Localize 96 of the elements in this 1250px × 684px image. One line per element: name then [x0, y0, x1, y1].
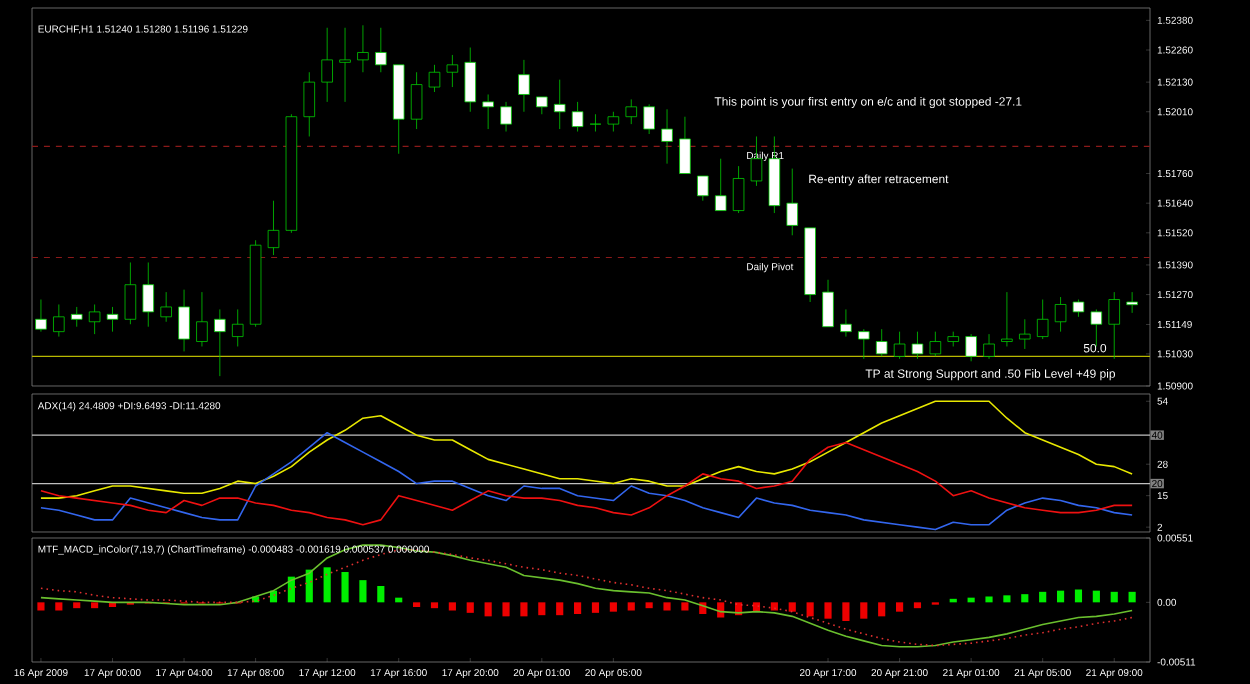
candlestick — [1036, 299, 1049, 340]
bar — [37, 602, 45, 611]
bar — [681, 602, 689, 611]
bar — [323, 567, 331, 603]
candlestick — [893, 331, 906, 360]
candlestick — [446, 54, 459, 88]
bar — [484, 602, 492, 617]
bar — [1056, 590, 1065, 603]
candlestick — [500, 101, 512, 132]
candlestick — [1108, 291, 1120, 360]
bar — [1074, 589, 1083, 603]
candlestick — [339, 27, 351, 103]
candlestick — [553, 79, 566, 130]
candlestick — [214, 309, 226, 377]
candlestick — [178, 289, 190, 352]
bar — [430, 602, 439, 609]
candlestick — [607, 111, 620, 132]
candlestick — [518, 59, 530, 113]
bar — [1039, 591, 1047, 603]
bar — [359, 580, 367, 603]
bar — [502, 602, 510, 617]
candlestick — [321, 27, 333, 103]
bar — [55, 602, 63, 611]
candlestick — [1072, 299, 1085, 318]
candlestick — [965, 333, 977, 362]
bar — [985, 596, 993, 603]
candlestick — [142, 262, 155, 328]
candlestick — [106, 306, 119, 333]
candlestick — [875, 328, 888, 357]
bar — [466, 602, 474, 613]
candlestick — [160, 291, 172, 323]
candlestick — [410, 71, 423, 130]
candlestick — [786, 168, 799, 236]
candlestick — [1126, 291, 1138, 314]
candlestick — [196, 291, 208, 347]
candlestick — [732, 165, 745, 214]
bar — [627, 602, 635, 611]
bar — [520, 602, 528, 617]
candlestick — [53, 304, 65, 337]
bar — [913, 602, 922, 609]
bar — [377, 585, 385, 603]
candlestick — [929, 331, 942, 357]
candlestick — [124, 262, 137, 325]
candlestick — [858, 328, 870, 360]
bar — [1092, 590, 1100, 603]
candlestick — [88, 304, 101, 335]
candlestick — [285, 113, 298, 234]
candlestick — [428, 64, 441, 93]
candlestick — [375, 27, 387, 73]
candlestick — [482, 94, 494, 130]
candlestick — [983, 333, 995, 360]
candlestick — [768, 136, 781, 214]
bar — [663, 602, 671, 611]
candlestick — [840, 309, 852, 337]
candlestick — [464, 47, 477, 113]
bar — [788, 602, 796, 612]
bar — [878, 602, 886, 617]
candlestick — [911, 331, 924, 360]
candlestick — [589, 113, 602, 132]
candlestick — [1090, 309, 1103, 347]
bar — [556, 602, 564, 616]
candlestick — [249, 239, 262, 328]
candlestick — [231, 309, 244, 347]
candlestick — [303, 71, 316, 137]
candlestick — [1001, 291, 1013, 347]
bar — [1003, 595, 1011, 603]
candlestick — [70, 306, 83, 328]
bar — [860, 602, 868, 619]
bar — [341, 571, 349, 603]
bar — [806, 602, 814, 617]
bar — [770, 602, 778, 611]
candlestick — [267, 200, 280, 256]
bar — [1021, 594, 1029, 603]
candlestick — [357, 24, 369, 73]
candlestick — [1054, 296, 1067, 333]
bar — [574, 602, 582, 615]
bar — [448, 602, 456, 611]
bar — [591, 602, 600, 613]
bar — [824, 602, 832, 619]
bar — [842, 602, 850, 622]
bar — [91, 602, 99, 609]
candlestick — [661, 108, 673, 165]
candlestick — [1019, 318, 1031, 350]
candlestick — [571, 101, 584, 132]
bar — [1110, 591, 1118, 603]
candlestick — [947, 331, 960, 347]
bar — [413, 602, 421, 608]
candlestick — [625, 99, 638, 125]
bar — [538, 602, 546, 616]
bar — [645, 602, 653, 609]
candlestick — [643, 103, 655, 135]
bar — [1128, 591, 1136, 603]
bar — [896, 602, 904, 612]
candlestick — [35, 299, 47, 333]
bar — [73, 602, 81, 609]
bar — [609, 602, 617, 612]
